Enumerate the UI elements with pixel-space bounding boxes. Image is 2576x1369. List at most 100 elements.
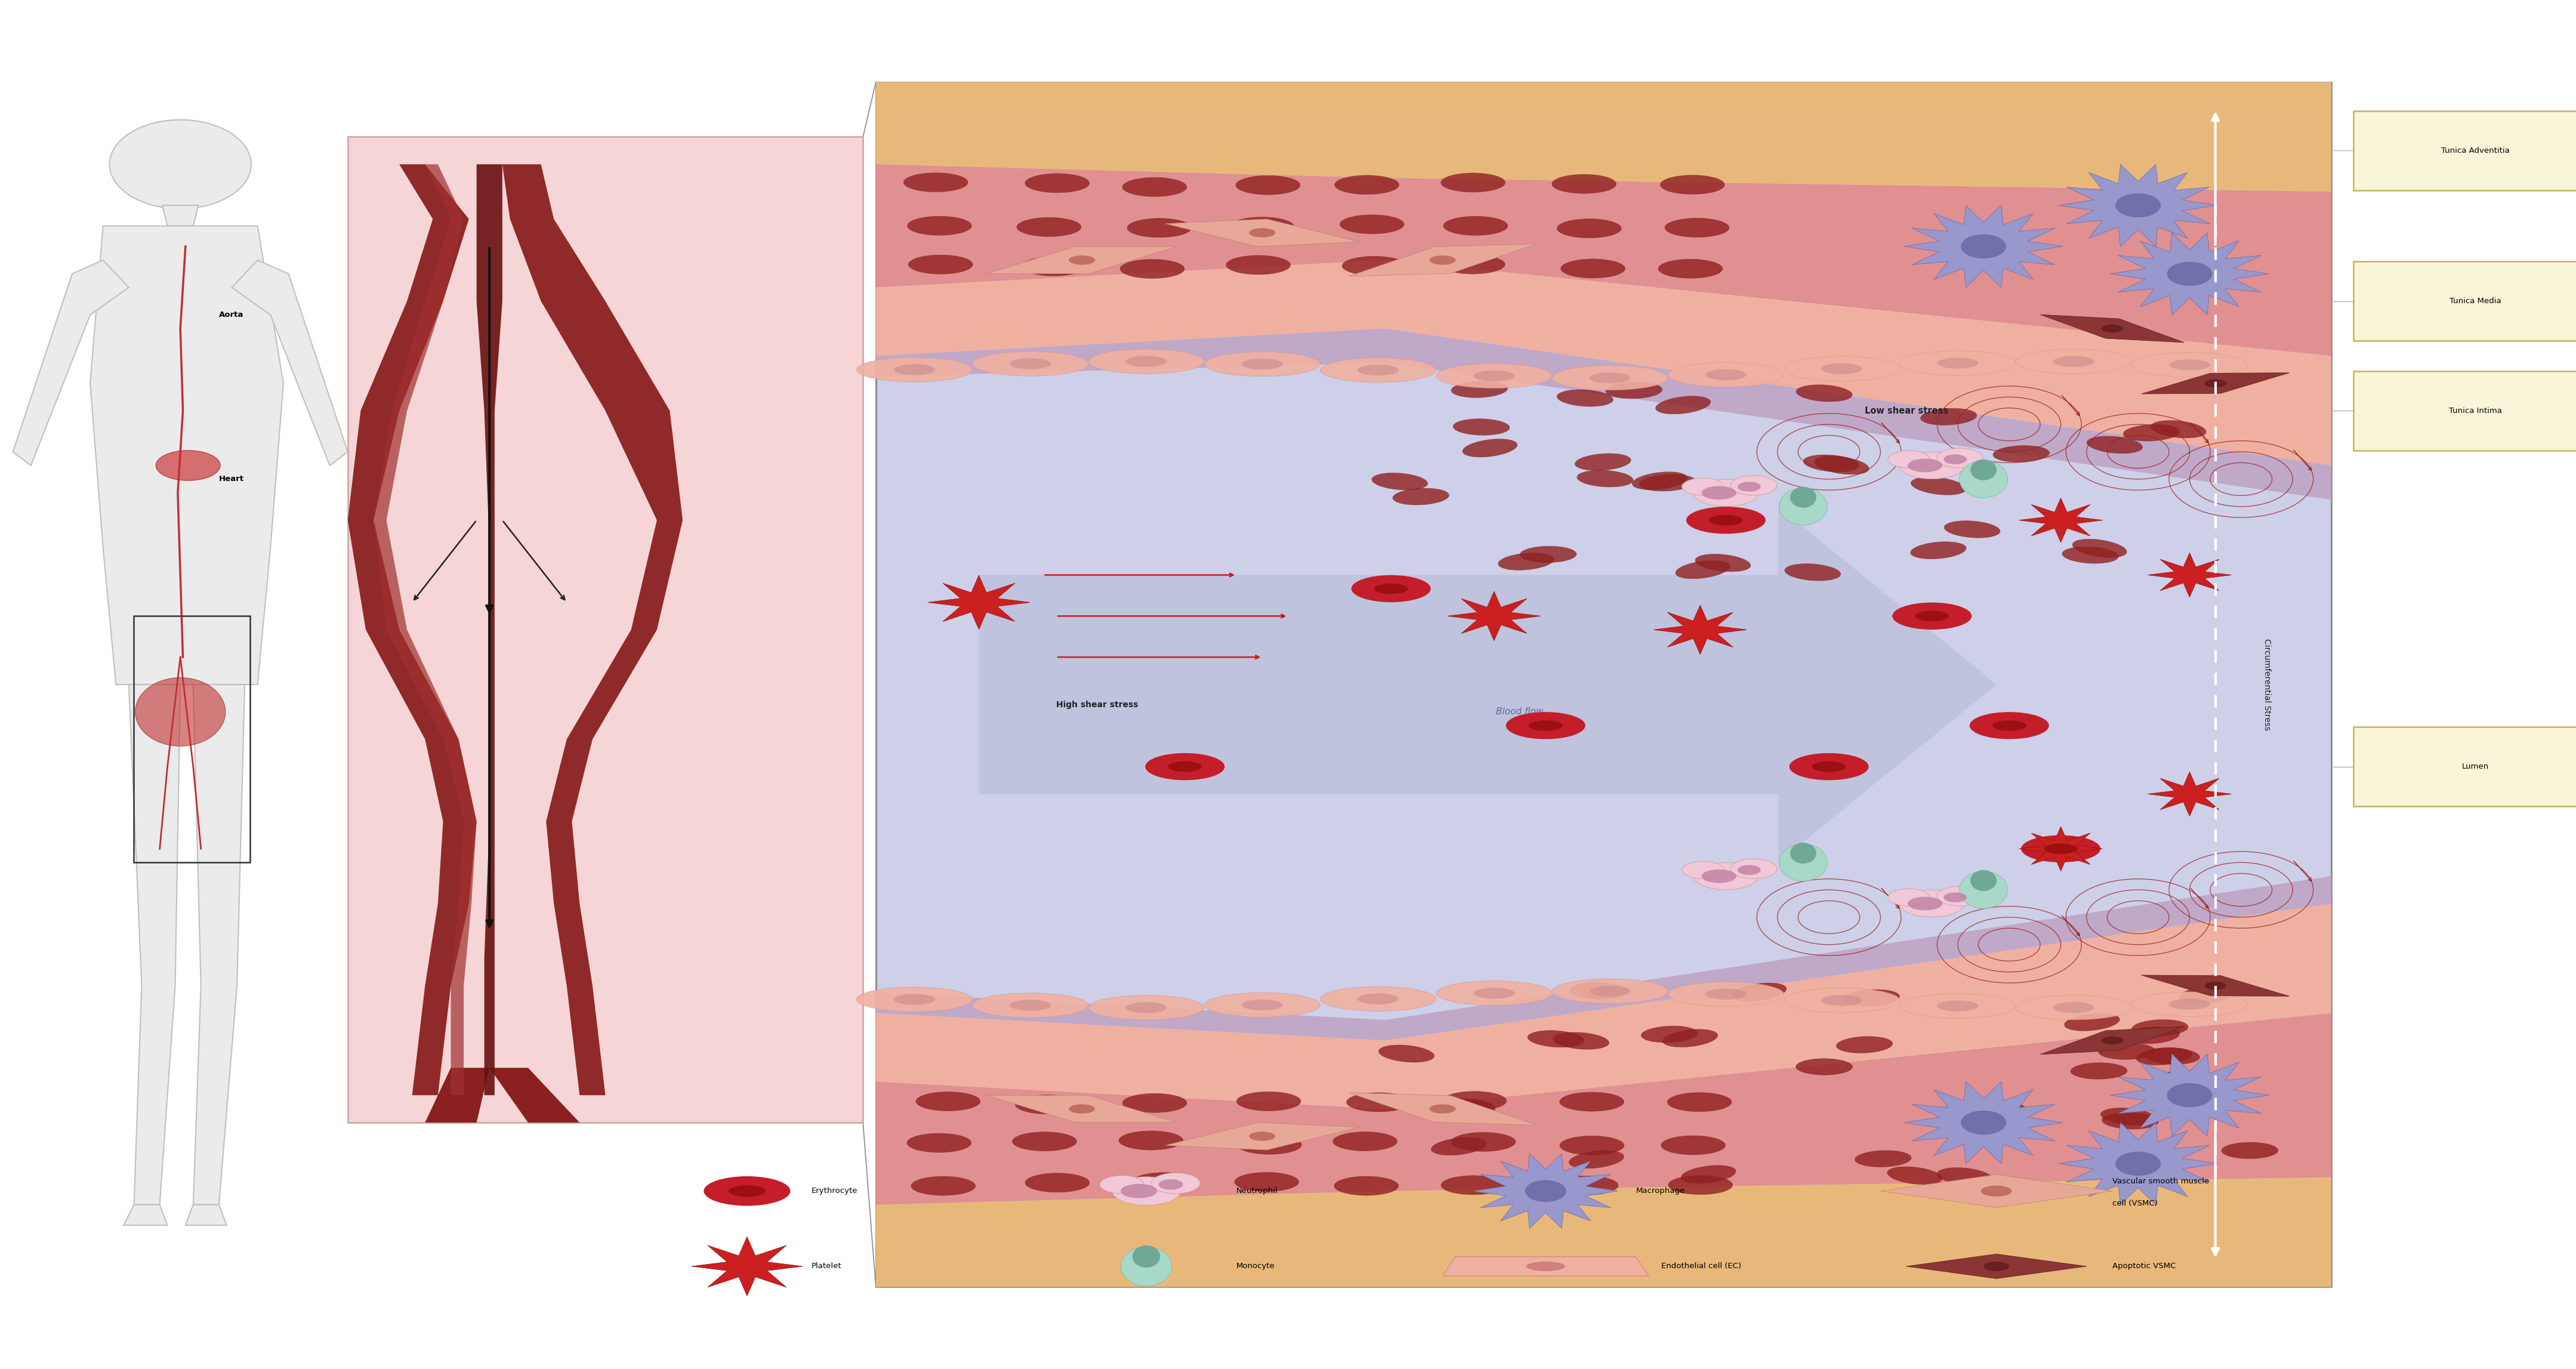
Ellipse shape (1739, 482, 1762, 491)
Ellipse shape (2166, 261, 2213, 286)
Ellipse shape (1473, 371, 1515, 382)
Ellipse shape (1669, 982, 1785, 1006)
Polygon shape (876, 260, 2331, 465)
Ellipse shape (2099, 1108, 2156, 1125)
Ellipse shape (1687, 507, 1765, 534)
Ellipse shape (2102, 1036, 2123, 1045)
Polygon shape (374, 164, 477, 1095)
Ellipse shape (1342, 256, 1406, 275)
Ellipse shape (703, 1176, 791, 1206)
Ellipse shape (1937, 357, 1978, 368)
Ellipse shape (1373, 472, 1427, 490)
FancyBboxPatch shape (2354, 261, 2576, 341)
Ellipse shape (1669, 363, 1785, 387)
Ellipse shape (1229, 218, 1293, 237)
Ellipse shape (1340, 215, 1404, 234)
Polygon shape (13, 260, 129, 465)
Ellipse shape (1911, 542, 1965, 559)
Text: Lumen: Lumen (2463, 763, 2488, 771)
Ellipse shape (1667, 1092, 1731, 1112)
Ellipse shape (974, 993, 1090, 1017)
Ellipse shape (1334, 1176, 1399, 1195)
Text: Erythrocyte: Erythrocyte (811, 1187, 858, 1195)
Ellipse shape (1121, 1184, 1157, 1198)
Ellipse shape (1069, 256, 1095, 264)
Ellipse shape (1659, 175, 1723, 194)
Ellipse shape (1236, 1091, 1301, 1110)
Ellipse shape (1358, 364, 1399, 375)
Ellipse shape (907, 1134, 971, 1153)
Ellipse shape (2143, 1047, 2200, 1064)
Ellipse shape (1242, 999, 1283, 1010)
Ellipse shape (2102, 1113, 2159, 1129)
Polygon shape (1164, 219, 1360, 246)
Ellipse shape (1803, 455, 1860, 472)
Ellipse shape (1795, 1058, 1852, 1075)
Polygon shape (927, 575, 1030, 630)
Ellipse shape (1121, 259, 1185, 278)
Polygon shape (193, 684, 245, 1205)
Ellipse shape (1443, 216, 1507, 235)
Ellipse shape (912, 1176, 976, 1195)
Ellipse shape (2115, 193, 2161, 218)
Ellipse shape (1113, 1177, 1180, 1205)
Ellipse shape (1811, 761, 1847, 772)
Polygon shape (2020, 827, 2102, 871)
Polygon shape (987, 246, 1177, 274)
Ellipse shape (1133, 1246, 1159, 1268)
Ellipse shape (1440, 1098, 1494, 1116)
Ellipse shape (904, 172, 969, 192)
Ellipse shape (2133, 352, 2246, 376)
Ellipse shape (1551, 979, 1669, 1003)
Ellipse shape (1984, 1262, 2009, 1270)
Ellipse shape (2205, 982, 2226, 990)
Ellipse shape (1249, 1132, 1275, 1140)
Ellipse shape (1430, 256, 1455, 264)
Ellipse shape (894, 994, 935, 1005)
Ellipse shape (1332, 1132, 1396, 1151)
Ellipse shape (1319, 987, 1437, 1012)
Ellipse shape (1790, 843, 1816, 864)
Polygon shape (1880, 1175, 2112, 1207)
FancyBboxPatch shape (2354, 371, 2576, 450)
Ellipse shape (2151, 420, 2205, 438)
Ellipse shape (1785, 564, 1842, 580)
Ellipse shape (1909, 459, 1942, 472)
Text: Monocyte: Monocyte (1236, 1262, 1275, 1270)
Ellipse shape (1899, 994, 2017, 1019)
Ellipse shape (1960, 1110, 2007, 1135)
Ellipse shape (1790, 487, 1816, 508)
Ellipse shape (1656, 396, 1710, 413)
Ellipse shape (1705, 988, 1747, 999)
Ellipse shape (1633, 472, 1687, 490)
Ellipse shape (1795, 385, 1852, 401)
Polygon shape (1906, 1254, 2087, 1279)
Ellipse shape (1450, 1132, 1515, 1151)
Ellipse shape (1450, 381, 1507, 397)
Text: Tunica Adventitia: Tunica Adventitia (2442, 146, 2509, 155)
Ellipse shape (1731, 475, 1777, 496)
Ellipse shape (2071, 1062, 2128, 1079)
Ellipse shape (729, 1186, 765, 1197)
Ellipse shape (1937, 1168, 1991, 1186)
Ellipse shape (1945, 893, 1968, 902)
Ellipse shape (1662, 1029, 1718, 1047)
Text: Vascular smooth muscle: Vascular smooth muscle (2112, 1177, 2210, 1186)
Ellipse shape (1981, 1186, 2012, 1197)
Ellipse shape (1430, 1105, 1455, 1113)
Ellipse shape (1561, 1136, 1625, 1155)
Ellipse shape (1146, 753, 1224, 780)
Ellipse shape (2074, 539, 2128, 557)
Ellipse shape (1507, 712, 1584, 739)
Ellipse shape (1123, 1094, 1188, 1113)
Ellipse shape (1525, 1180, 1566, 1202)
Polygon shape (1904, 205, 2063, 287)
Ellipse shape (1814, 456, 1870, 475)
Ellipse shape (2179, 986, 2233, 1003)
Ellipse shape (1090, 995, 1206, 1020)
Ellipse shape (108, 119, 252, 208)
Ellipse shape (1945, 520, 1999, 538)
Ellipse shape (1914, 611, 1950, 622)
Ellipse shape (1528, 1031, 1584, 1047)
Ellipse shape (1994, 445, 2050, 463)
